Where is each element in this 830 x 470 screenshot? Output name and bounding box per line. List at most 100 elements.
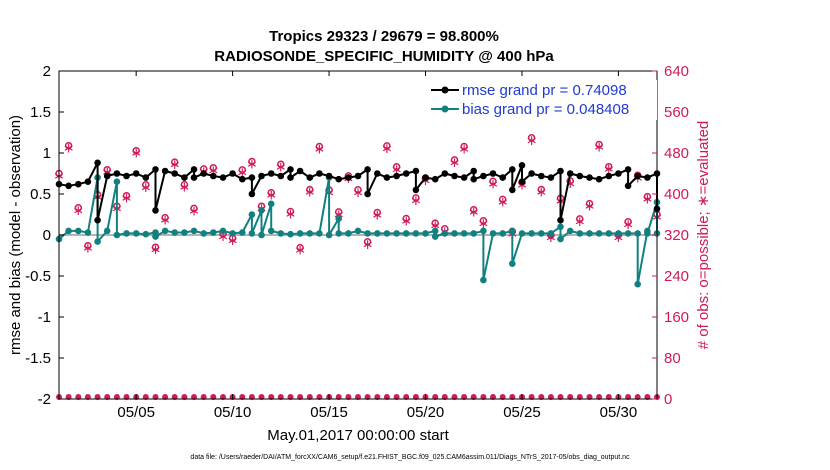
rmse-point [518, 178, 526, 185]
bias-point [383, 230, 391, 237]
bias-point [161, 227, 169, 235]
obs-possible-marker [624, 218, 632, 226]
obs-possible-marker [277, 160, 285, 169]
rmse-point [75, 180, 82, 188]
y2-tick-label: 640 [664, 63, 689, 80]
bias-point [123, 230, 130, 237]
rmse-point [287, 166, 294, 173]
obs-evaluated-marker: ∗ [526, 133, 538, 149]
bias-point [557, 223, 564, 231]
y2-tick-label: 480 [664, 145, 689, 162]
bias-point [142, 230, 150, 238]
bias-point [316, 230, 323, 237]
y2-axis-label: # of obs: o=possible; ∗=evaluated [695, 121, 712, 350]
rmse-point [480, 172, 487, 180]
bias-point [354, 227, 362, 235]
rmse-point [412, 167, 420, 175]
obs-evaluated-marker: ∗ [275, 159, 287, 175]
bias-point [634, 280, 641, 288]
right-axis-ticks: 0 80 160 240 320 400 480 560 640 [652, 63, 689, 408]
obs-possible-marker [161, 213, 169, 222]
bias-point [84, 229, 92, 236]
rmse-point [142, 174, 150, 181]
rmse-point [296, 167, 304, 175]
obs-possible-marker [209, 164, 218, 172]
legend-bias-label: bias grand pr = 0.048408 [462, 101, 629, 118]
bias-point [94, 238, 101, 245]
obs-evaluated-marker: ∗ [391, 162, 403, 178]
rmse-point [595, 175, 603, 183]
obs-evaluated-marker: ∗ [564, 176, 576, 192]
x-tick-label: 05/05 [117, 404, 155, 421]
y-tick-label: 0 [43, 227, 51, 244]
rmse-point [190, 166, 198, 173]
bias-point [624, 230, 632, 237]
x-tick-label: 05/25 [503, 404, 541, 421]
chart-title-line2: RADIOSONDE_SPECIFIC_HUMIDITY @ 400 hPa [214, 48, 554, 65]
obs-evaluated-marker: ∗ [140, 180, 152, 196]
bias-point [210, 229, 217, 236]
obs-possible-marker [170, 158, 179, 166]
legend-rmse-marker [441, 86, 449, 94]
obs-evaluated-marker: ∗ [207, 163, 219, 179]
bias-point [605, 230, 613, 237]
rmse-point [325, 172, 333, 180]
obs-evaluated-marker: ∗ [584, 199, 596, 215]
bias-point [509, 227, 516, 235]
obs-evaluated-marker: ∗ [227, 233, 239, 249]
bias-point [75, 227, 82, 235]
obs-possible-marker [151, 243, 160, 251]
obs-evaluated-marker: ∗ [535, 185, 547, 201]
bias-point [113, 178, 121, 185]
obs-evaluated-marker: ∗ [516, 177, 528, 193]
bias-point [566, 227, 574, 235]
legend-rmse-label: rmse grand pr = 0.74098 [462, 82, 627, 99]
obs-possible-marker [190, 204, 198, 213]
rmse-point [538, 172, 545, 180]
obs-possible-marker [479, 217, 488, 225]
y-tick-label: -0.5 [25, 268, 51, 285]
rmse-point [152, 166, 159, 173]
bias-point [412, 230, 420, 237]
rmse-point [277, 172, 285, 180]
x-tick-label: 05/15 [310, 404, 348, 421]
obs-possible-marker [296, 243, 304, 252]
bias-point [113, 231, 121, 239]
rmse-point [586, 174, 593, 181]
rmse-line [58, 162, 658, 221]
bias-point [267, 227, 275, 235]
rmse-point [499, 174, 507, 181]
obs-possible-marker [267, 188, 275, 197]
rmse-point [509, 166, 516, 173]
legend-box [425, 80, 657, 120]
obs-evaluated-marker: ∗ [159, 213, 171, 229]
rmse-point [84, 178, 92, 185]
bias-point [229, 230, 236, 237]
rmse-point [94, 216, 101, 224]
obs-possible-marker [595, 140, 603, 149]
bias-point [248, 211, 256, 218]
obs-evaluated-marker: ∗ [179, 180, 191, 196]
rmse-point [422, 174, 429, 181]
rmse-point [171, 170, 178, 177]
rmse-point [402, 170, 410, 177]
rmse-point [470, 167, 478, 175]
obs-evaluated-marker: ∗ [622, 217, 634, 233]
obs-possible-marker [142, 181, 150, 189]
rmse-point [239, 175, 246, 183]
obs-possible-marker [605, 162, 613, 171]
y-tick-label: -1 [38, 309, 51, 326]
obs-evaluated-marker: ∗ [217, 229, 229, 245]
obs-evaluated-marker: ∗ [304, 185, 316, 201]
obs-evaluated-marker: ∗ [236, 165, 248, 181]
rmse-point [248, 190, 256, 198]
obs-possible-marker [392, 163, 401, 171]
obs-evaluated-marker: ∗ [265, 188, 277, 204]
rmse-point [364, 190, 371, 198]
obs-evaluated-marker: ∗ [352, 185, 364, 201]
y-axis-label: rmse and bias (model - observation) [7, 115, 24, 355]
obs-evaluated-marker: ∗ [169, 157, 181, 173]
bias-point [239, 229, 246, 236]
rmse-point [634, 172, 641, 180]
bias-point [470, 230, 478, 237]
